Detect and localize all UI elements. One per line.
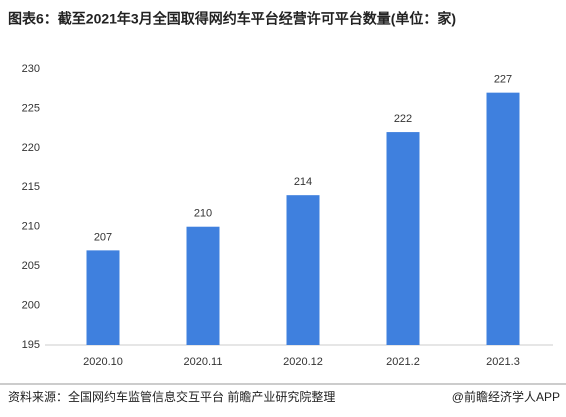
bar [286,195,320,345]
source: 资料来源：全国网约车监管信息交互平台 前瞻产业研究院整理 [8,389,335,404]
value-label: 227 [494,74,512,86]
y-tick-label: 230 [22,63,40,75]
y-tick-label: 195 [22,339,40,351]
x-tick-label: 2020.12 [283,356,323,368]
value-label: 214 [294,176,312,188]
bar [386,132,420,345]
bar [186,226,220,345]
bar [486,92,520,346]
x-tick-label: 2020.10 [83,356,123,368]
y-tick-label: 210 [22,221,40,233]
y-tick-label: 220 [22,142,40,154]
x-tick-label: 2020.11 [184,356,223,368]
y-tick-label: 215 [22,181,40,193]
x-tick-label: 2021.3 [486,356,520,368]
bar [86,250,120,345]
y-tick-label: 200 [22,299,40,311]
credit: @前瞻经济学人APP [452,389,560,404]
y-tick-label: 225 [22,102,40,114]
y-tick-label: 205 [22,260,40,272]
value-label: 222 [394,113,412,125]
value-label: 207 [94,231,112,243]
value-label: 210 [194,208,212,220]
chart-title: 图表6：截至2021年3月全国取得网约车平台经营许可平台数量(单位：家) [8,11,456,27]
x-tick-label: 2021.2 [386,356,420,368]
